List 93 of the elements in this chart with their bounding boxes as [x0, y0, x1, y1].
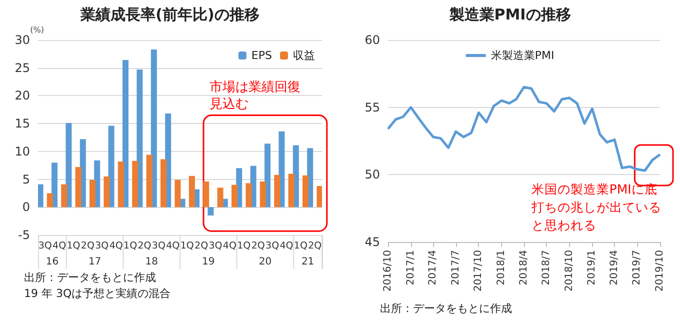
bar [104, 176, 110, 208]
y-tick-label: 30 [14, 33, 30, 47]
x-tick-label: 3Q [95, 240, 109, 252]
y-tick-label: 15 [14, 116, 30, 131]
x-tick-label: 4Q [52, 240, 66, 252]
y-tick-label: -5 [18, 228, 30, 242]
bar [174, 180, 181, 208]
x-tick-label: 2017/4 [428, 250, 439, 286]
text: 19 年 3Qは予想と実績の混合 [24, 287, 171, 300]
bar [75, 167, 82, 208]
bar [52, 162, 58, 208]
text: 19 [202, 256, 215, 268]
x-tick-label: 2018/7 [540, 250, 552, 286]
bar [232, 184, 238, 208]
x-tick-label: 4Q [109, 240, 123, 252]
x-tick-label: 3Q [208, 240, 222, 252]
bar [118, 161, 124, 208]
bar [260, 182, 266, 208]
annotation: 市場は業績回復見込む [210, 80, 300, 112]
bar [188, 176, 195, 208]
x-tick-label: 1Q [124, 240, 138, 252]
x-tick-label: 2019/7 [632, 250, 643, 286]
bar [108, 126, 114, 208]
x-tick-label: 2019/4 [609, 250, 620, 286]
text: 出所：データをもとに作成 [380, 302, 512, 315]
legend-label: EPS [251, 49, 272, 62]
text: 21 [301, 256, 314, 268]
bar [246, 183, 252, 208]
x-tick-label: 2Q [308, 240, 322, 252]
bar [90, 180, 96, 208]
x-tick-label: 3Q [152, 240, 166, 252]
x-tick-label: 2Q [138, 240, 152, 252]
y-tick-label: 20 [14, 88, 30, 103]
bar [217, 188, 224, 208]
text: 18 [145, 256, 158, 268]
text: 出所：データをもとに作成 [24, 271, 156, 284]
y-tick-label: 25 [14, 60, 30, 75]
bar [146, 154, 152, 208]
bar [302, 175, 308, 208]
chart-title: 製造業PMIの推移 [448, 6, 571, 24]
x-tick-label: 2019/10 [654, 250, 666, 292]
x-tick-label: 1Q [237, 240, 251, 252]
bar [66, 123, 72, 208]
text: 17 [88, 256, 102, 268]
x-tick-label: 1Q [294, 240, 308, 252]
y-tick-label: 45 [364, 235, 380, 249]
x-tick-label: 2Q [194, 240, 208, 252]
bar [122, 60, 128, 208]
bar [132, 160, 138, 208]
x-tick-label: 2Q [80, 240, 94, 252]
bar [274, 174, 280, 208]
bar [61, 184, 68, 208]
y-tick-label: 0 [22, 200, 30, 214]
x-tick-label: 2017/10 [473, 250, 484, 292]
bar [288, 174, 294, 208]
bar [203, 182, 210, 208]
bar [150, 49, 157, 208]
legend-label: 収益 [293, 49, 315, 62]
x-tick-label: 2016/10 [382, 250, 394, 292]
bar [208, 207, 214, 216]
y-tick-label: 55 [364, 100, 380, 114]
bar [46, 193, 53, 208]
annotation: 米国の製造業PMIに底打ちの兆しが出ていると思われる [530, 182, 662, 233]
x-tick-label: 4Q [280, 240, 294, 252]
x-tick-label: 2019/1 [586, 250, 598, 286]
x-tick-label: 3Q [266, 240, 280, 252]
line-series [386, 86, 662, 172]
y-axis-title: (%) [30, 26, 44, 35]
x-tick-label: 1Q [66, 240, 80, 252]
text: 16 [46, 256, 59, 268]
chart-title: 業績成長率(前年比)の推移 [80, 6, 260, 24]
x-tick-label: 3Q [38, 240, 52, 252]
x-tick-label: 4Q [166, 240, 180, 252]
y-tick-label: 10 [14, 144, 30, 158]
x-tick-label: 2018/10 [564, 250, 575, 292]
y-tick-label: 5 [22, 172, 30, 186]
x-tick-label: 1Q [180, 240, 194, 252]
x-tick-label: 2017/1 [405, 250, 416, 286]
y-tick-label: 60 [364, 33, 380, 47]
text: 20 [258, 256, 272, 268]
bar [250, 166, 256, 208]
bar [160, 159, 166, 208]
x-tick-label: 2Q [251, 240, 265, 252]
bar [136, 70, 143, 208]
x-tick-label: 2018/1 [496, 250, 508, 286]
x-tick-label: 4Q [222, 240, 236, 252]
bar [316, 186, 322, 208]
bar [38, 184, 44, 208]
x-tick-label: 2018/4 [518, 250, 530, 286]
legend-label: 米製造業PMI [490, 49, 554, 62]
x-tick-label: 2017/7 [450, 250, 462, 286]
bar [264, 144, 270, 208]
y-tick-label: 50 [364, 168, 380, 182]
